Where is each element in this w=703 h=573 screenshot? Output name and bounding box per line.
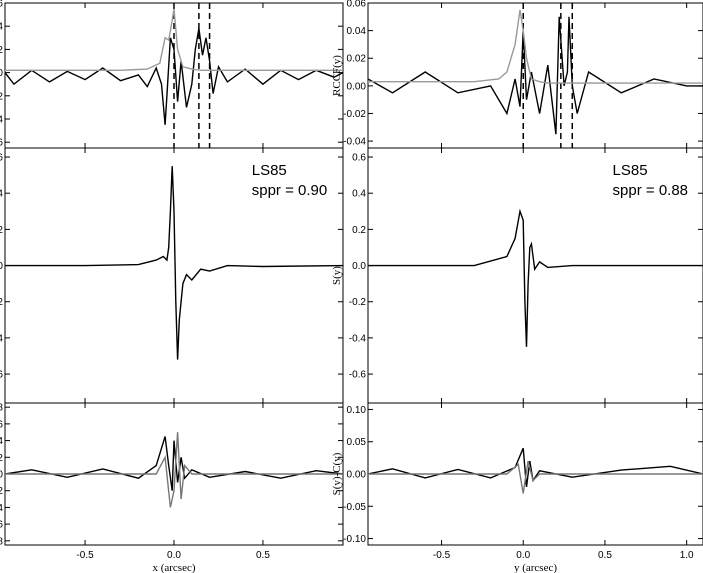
- y-tick-label: -0.08: [0, 536, 3, 547]
- x-tick-label: 0.0: [167, 550, 181, 561]
- y-tick-label: 0.06: [0, 419, 3, 430]
- annotation-text: LS85: [613, 162, 648, 179]
- y-tick-label: -0.4: [349, 333, 367, 344]
- y-tick-label: 0.00: [0, 470, 3, 481]
- x-axis-title: x (arcsec): [152, 562, 195, 573]
- y-tick-label: 0.02: [0, 453, 3, 464]
- y-tick-label: 0.00: [347, 81, 367, 92]
- y-tick-label: 0.2: [352, 225, 366, 236]
- y-tick-label: 0.00: [347, 470, 367, 481]
- y-tick-label: -0.02: [0, 91, 3, 102]
- y-axis-title: S(y): [331, 266, 343, 285]
- y-tick-label: 0.02: [0, 45, 3, 56]
- annotation-text: sppr = 0.90: [252, 182, 327, 199]
- y-tick-label: 0.08: [0, 403, 3, 414]
- x-tick-label: 0.5: [598, 550, 612, 561]
- y-tick-label: -0.06: [0, 138, 3, 149]
- y-tick-label: 0.6: [0, 153, 3, 164]
- annotation-text: LS85: [252, 162, 287, 179]
- series-line-2: [5, 8, 343, 72]
- y-axis-title: RCCF(y): [331, 55, 343, 96]
- y-tick-label: 0.05: [347, 437, 367, 448]
- x-axis-title: y (arcsec): [514, 562, 557, 573]
- y-tick-label: 0.4: [352, 189, 366, 200]
- x-tick-label: 1.0: [680, 550, 694, 561]
- y-tick-label: 0.06: [0, 0, 3, 10]
- y-tick-label: -0.04: [0, 115, 3, 126]
- y-tick-label: -0.10: [343, 534, 366, 545]
- y-tick-label: -0.2: [349, 297, 367, 308]
- y-tick-label: 0.04: [347, 26, 367, 37]
- y-tick-label: 0.04: [0, 22, 3, 33]
- y-tick-label: 0.4: [0, 189, 3, 200]
- y-tick-label: 0.2: [0, 225, 3, 236]
- y-tick-label: 0.02: [347, 54, 367, 65]
- y-tick-label: -0.04: [343, 137, 366, 148]
- x-tick-label: 0.0: [516, 550, 530, 561]
- series-line-1: [368, 447, 703, 487]
- annotation-text: sppr = 0.88: [613, 182, 688, 199]
- y-tick-label: -0.6: [0, 370, 3, 381]
- series-line-2: [368, 9, 703, 84]
- series-line-1: [5, 436, 343, 491]
- series-line-2: [368, 460, 703, 494]
- y-tick-label: -0.05: [343, 502, 366, 513]
- panel-bottom-right: 0.10 0.05 0.00 -0.05 -0.10 -0.5 0.0 0.5 1.0 S(y)-…: [331, 402, 703, 573]
- x-tick-label: -0.5: [76, 550, 94, 561]
- y-tick-label: -0.02: [0, 486, 3, 497]
- panel-top-right: 0.06 0.04 0.02 0.00 -0.02 -0.04 RCCF(y): [331, 0, 703, 149]
- panel-bottom-left: 0.08 0.06 0.04 0.02 0.00 -0.02 -0.04 -0.06 -0.08…: [0, 402, 344, 573]
- y-tick-label: -0.04: [0, 503, 3, 514]
- y-tick-label: 0.00: [0, 68, 3, 79]
- y-tick-label: -0.06: [0, 520, 3, 531]
- y-tick-label: 0.0: [352, 261, 366, 272]
- y-tick-label: 0.0: [0, 261, 3, 272]
- y-tick-label: 0.04: [0, 436, 3, 447]
- series-line-2: [5, 432, 343, 508]
- y-tick-label: -0.2: [0, 297, 3, 308]
- x-tick-label: -0.5: [433, 550, 451, 561]
- y-tick-label: -0.4: [0, 333, 3, 344]
- series-line-1: [5, 166, 343, 360]
- y-axis-title: S(y)-C(y): [331, 452, 343, 495]
- y-tick-label: 0.10: [347, 405, 367, 416]
- panel-top-left: 0.060.040.020.00-0.02-0.04-0.06RCCF(x): [0, 0, 344, 149]
- x-tick-label: 0.5: [256, 550, 270, 561]
- panel-middle-right: 0.6 0.4 0.2 0.0 -0.2 -0.4 -0.6 S(y) LS85 sppr = 0…: [331, 147, 703, 404]
- y-tick-label: 0.06: [347, 0, 367, 10]
- y-tick-label: 0.6: [352, 153, 366, 164]
- series-line-1: [368, 208, 703, 347]
- y-tick-label: -0.6: [349, 370, 367, 381]
- series-line-1: [368, 16, 703, 135]
- panel-frame: [367, 2, 703, 149]
- y-tick-label: -0.02: [343, 109, 366, 120]
